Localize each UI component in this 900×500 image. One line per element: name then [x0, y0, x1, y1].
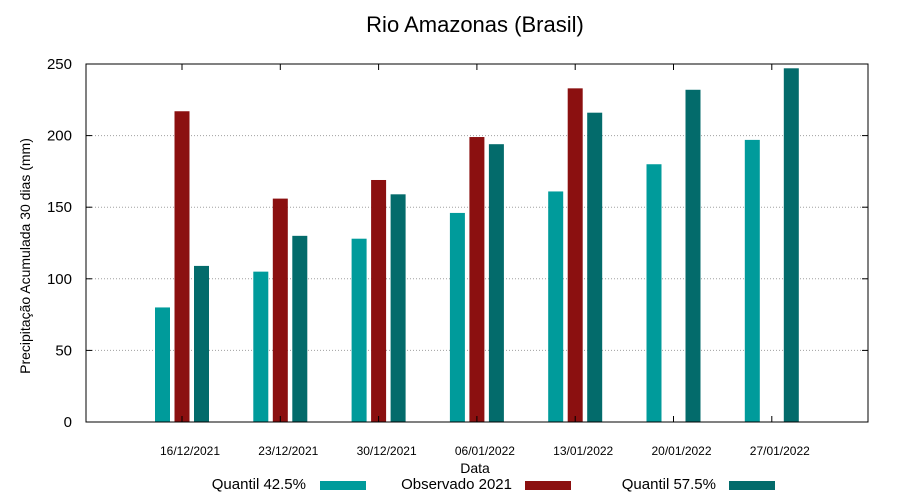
x-tick-label: 23/12/2021: [258, 444, 318, 458]
y-axis-label: Precipitação Acumulada 30 dias (mm): [17, 138, 33, 374]
bar-quantil-42-5--2: [351, 238, 367, 422]
legend-label: Quantil 57.5%: [622, 476, 716, 493]
bar-observado-2021-0: [174, 111, 190, 423]
bar-quantil-42-5--6: [744, 139, 760, 422]
chart-title: Rio Amazonas (Brasil): [366, 12, 584, 37]
x-axis-label: Data: [460, 460, 490, 476]
legend-label: Observado 2021: [401, 476, 512, 493]
bar-quantil-42-5--3: [449, 212, 465, 422]
legend: Quantil 42.5% Observado 2021 Quantil 57.5%: [212, 476, 775, 493]
y-tick-label: 150: [47, 199, 72, 216]
bars: [155, 68, 799, 423]
legend-swatch: [320, 481, 366, 490]
legend-label: Quantil 42.5%: [212, 476, 306, 493]
x-tick-label: 06/01/2022: [455, 444, 515, 458]
y-tick-label: 0: [64, 414, 72, 431]
bar-observado-2021-4: [567, 88, 583, 423]
y-tick-label: 250: [47, 56, 72, 73]
legend-swatch: [525, 481, 571, 490]
bar-quantil-57-5--1: [292, 235, 308, 422]
x-tick-label: 27/01/2022: [750, 444, 810, 458]
bar-quantil-42-5--5: [646, 164, 662, 423]
bar-quantil-42-5--4: [548, 191, 564, 422]
y-ticks: 0 50 100 150 200 250: [47, 56, 868, 431]
bar-quantil-57-5--5: [685, 89, 701, 422]
x-tick-label: 30/12/2021: [357, 444, 417, 458]
bar-observado-2021-2: [371, 179, 387, 422]
x-tick-label: 20/01/2022: [651, 444, 711, 458]
bar-quantil-42-5--1: [253, 271, 269, 422]
bar-quantil-57-5--3: [488, 144, 504, 422]
bar-quantil-57-5--6: [783, 68, 799, 423]
bar-observado-2021-1: [272, 198, 288, 422]
x-tick-label: 16/12/2021: [160, 444, 220, 458]
y-tick-label: 50: [55, 342, 72, 359]
legend-swatch: [729, 481, 775, 490]
x-tick-label: 13/01/2022: [553, 444, 613, 458]
bar-quantil-42-5--0: [155, 307, 170, 422]
y-tick-label: 100: [47, 271, 72, 288]
bar-quantil-57-5--0: [194, 265, 209, 422]
bar-quantil-57-5--4: [587, 112, 603, 423]
x-ticks: 16/12/2021 23/12/2021 30/12/2021 06/01/2022…: [160, 64, 810, 458]
bar-observado-2021-3: [469, 137, 485, 423]
bar-quantil-57-5--2: [390, 194, 406, 422]
y-tick-label: 200: [47, 128, 72, 145]
